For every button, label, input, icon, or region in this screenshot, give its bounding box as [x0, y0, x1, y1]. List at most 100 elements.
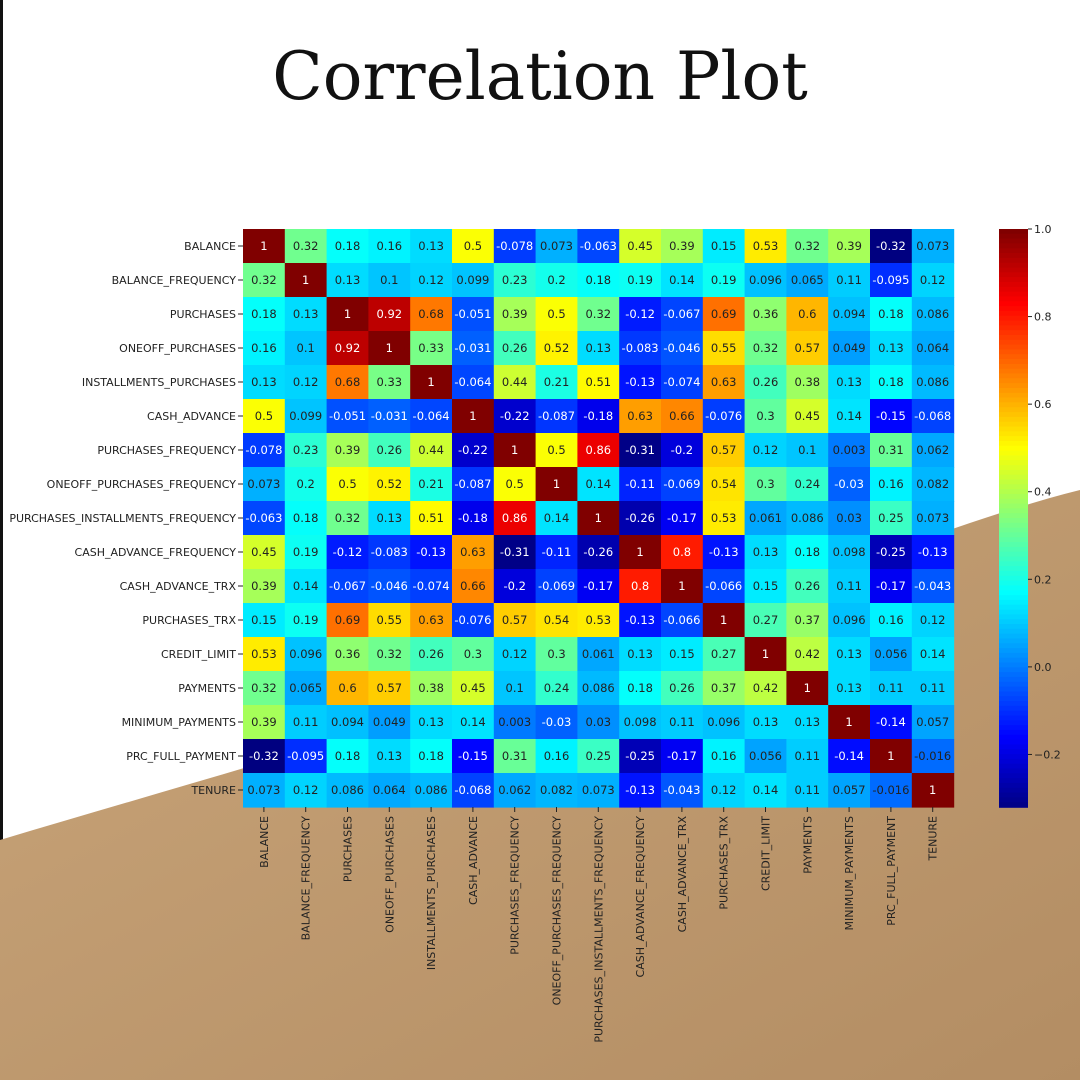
heatmap-cell-label: 0.55 [376, 613, 402, 627]
heatmap-cell-label: 0.36 [335, 647, 361, 661]
heatmap-cell-label: 0.39 [669, 239, 695, 253]
heatmap-cell [619, 773, 662, 808]
heatmap-cell-label: 1 [302, 273, 309, 287]
heatmap-cell [410, 739, 453, 774]
heatmap-cell-label: 0.57 [711, 443, 737, 457]
heatmap-cell-label: 1 [260, 239, 267, 253]
heatmap-cell-label: 0.086 [916, 375, 949, 389]
colorbar-segment [999, 619, 1028, 625]
heatmap-cell-label: 1 [511, 443, 518, 457]
heatmap-cell [452, 671, 495, 706]
heatmap-cell [284, 365, 328, 400]
heatmap-cell-label: -0.18 [458, 511, 488, 525]
heatmap-cell-label: 0.52 [376, 477, 402, 491]
colorbar-segment [999, 628, 1028, 635]
colorbar-segment [999, 498, 1028, 505]
colorbar-segment [999, 585, 1028, 592]
colorbar-segment [999, 301, 1028, 307]
heatmap-cell-label: 0.3 [756, 477, 774, 491]
heatmap-cell [368, 263, 411, 298]
heatmap-cell [243, 297, 286, 332]
heatmap-cell-label: 0.073 [582, 783, 615, 797]
colorbar-segment [999, 672, 1028, 678]
heatmap-cell-label: 0.16 [878, 613, 904, 627]
colorbar-tick-label: 0.6 [1034, 398, 1052, 411]
heatmap-cell [493, 671, 537, 706]
heatmap-cell-label: 0.16 [878, 477, 904, 491]
heatmap-cell [368, 365, 411, 400]
colorbar-segment [999, 575, 1028, 582]
heatmap-cell [828, 263, 871, 298]
heatmap-cell [661, 297, 704, 332]
heatmap-cell [284, 501, 328, 536]
heatmap-cell [243, 739, 286, 774]
colorbar-segment [999, 778, 1028, 784]
heatmap-cell-label: 1 [845, 715, 852, 729]
colorbar-segment [999, 739, 1028, 746]
heatmap-cell-label: -0.13 [625, 613, 655, 627]
heatmap-cell-label: 0.68 [335, 375, 361, 389]
heatmap-cell-label: 0.065 [791, 273, 824, 287]
heatmap-cell-label: 0.18 [794, 545, 820, 559]
heatmap-cell-label: 0.32 [251, 273, 277, 287]
colorbar-segment [999, 614, 1028, 620]
heatmap-cell-label: 0.13 [836, 681, 862, 695]
heatmap-cell-label: 0.42 [794, 647, 820, 661]
heatmap-cell [661, 433, 704, 468]
heatmap-cell [702, 705, 746, 740]
heatmap-cell [368, 773, 411, 808]
heatmap-cell [535, 263, 578, 298]
colorbar-segment [999, 253, 1028, 259]
heatmap-cell [493, 297, 537, 332]
heatmap-cell [410, 297, 453, 332]
heatmap-cell-label: -0.063 [245, 511, 282, 525]
heatmap-cell-label: 0.12 [920, 273, 946, 287]
heatmap-cell-label: 0.25 [585, 749, 611, 763]
heatmap-cell-label: 0.12 [418, 273, 444, 287]
heatmap-cell [661, 467, 704, 502]
heatmap-cell [619, 229, 662, 264]
x-tick-label: CASH_ADVANCE_TRX [676, 816, 689, 933]
colorbar-segment [999, 489, 1028, 495]
heatmap-cell-label: 0.049 [833, 341, 866, 355]
heatmap-cell-label: 0.18 [627, 681, 653, 695]
heatmap-cell [744, 229, 787, 264]
heatmap-cell [577, 297, 620, 332]
heatmap-cell [786, 671, 829, 706]
heatmap-cell-label: 0.16 [251, 341, 277, 355]
heatmap-cell [786, 399, 829, 434]
heatmap-cell-label: 0.15 [711, 239, 737, 253]
heatmap-cell [410, 399, 453, 434]
y-tick-label: PURCHASES_TRX [142, 614, 236, 627]
heatmap-cell-label: 0.3 [547, 647, 565, 661]
heatmap-cell [452, 501, 495, 536]
heatmap-cell-label: 0.92 [376, 307, 402, 321]
heatmap-cell-label: -0.064 [413, 409, 450, 423]
heatmap-cell-label: 0.11 [836, 579, 862, 593]
colorbar-segment [999, 378, 1028, 384]
heatmap-cell-label: 0.36 [753, 307, 779, 321]
heatmap-cell [452, 399, 495, 434]
heatmap-cell-label: 0.086 [916, 307, 949, 321]
heatmap-cell-label: 0.44 [418, 443, 444, 457]
heatmap-cell-label: -0.31 [625, 443, 655, 457]
heatmap-cell-label: 0.11 [794, 749, 820, 763]
x-tick-label: PURCHASES [342, 816, 355, 882]
heatmap-cell-label: 0.082 [916, 477, 949, 491]
heatmap-cell-label: -0.32 [249, 749, 279, 763]
y-tick-label: PURCHASES [170, 308, 236, 321]
heatmap-cell [870, 739, 913, 774]
heatmap-cell [828, 773, 871, 808]
x-tick-label: BALANCE_FREQUENCY [300, 816, 313, 941]
heatmap-cell [368, 671, 411, 706]
y-tick-label: MINIMUM_PAYMENTS [122, 716, 236, 729]
heatmap-cell [619, 705, 662, 740]
colorbar-segment [999, 551, 1028, 558]
heatmap-cell [410, 637, 453, 672]
heatmap-cell [702, 569, 746, 604]
heatmap-cell [493, 229, 537, 264]
heatmap-cell [452, 365, 495, 400]
heatmap-cell-label: 0.086 [791, 511, 824, 525]
heatmap-cell-label: 0.056 [874, 647, 907, 661]
heatmap-cell [744, 467, 787, 502]
